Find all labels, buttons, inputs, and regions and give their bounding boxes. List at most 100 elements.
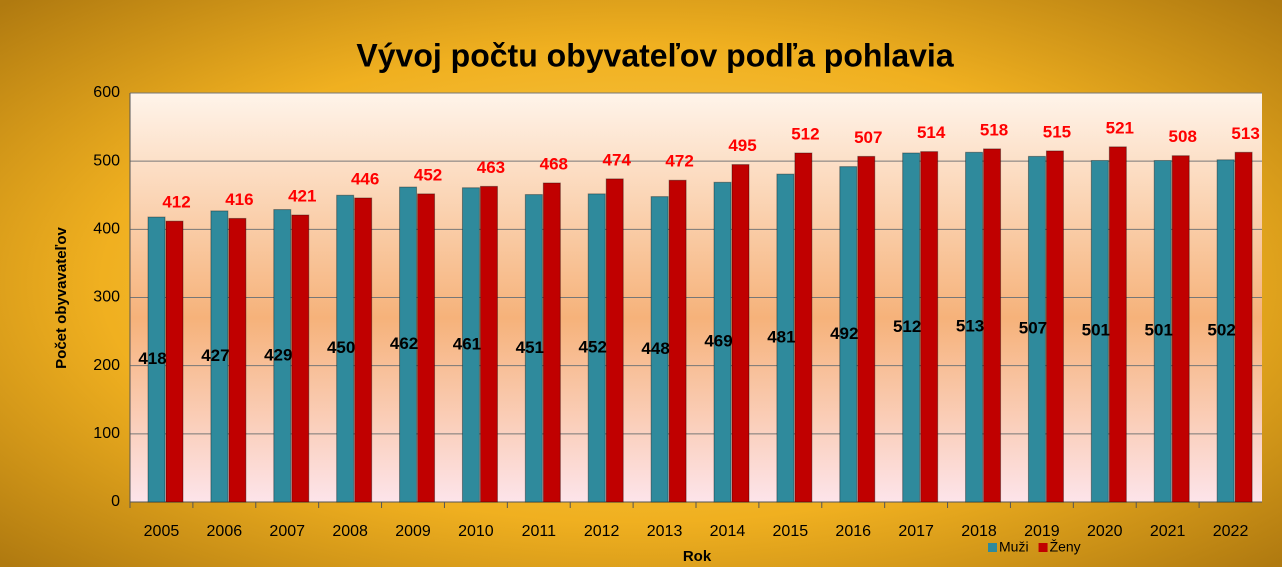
data-label: 501: [1145, 321, 1173, 340]
data-label: 461: [453, 334, 481, 353]
data-label: 418: [138, 349, 166, 368]
data-label: 472: [665, 152, 693, 171]
data-label: 468: [540, 154, 568, 173]
bar: [147, 216, 166, 503]
bar: [794, 152, 813, 503]
x-tick-label: 2012: [584, 523, 620, 540]
x-tick-label: 2014: [710, 523, 746, 540]
bar: [839, 166, 858, 503]
bar: [165, 220, 184, 503]
bar: [461, 187, 480, 503]
data-label: 513: [1231, 124, 1259, 143]
data-label: 507: [854, 128, 882, 147]
data-label: 512: [791, 124, 819, 143]
data-label: 508: [1169, 127, 1197, 146]
bar: [776, 173, 795, 503]
y-tick-label: 600: [93, 84, 120, 101]
data-label: 427: [201, 346, 229, 365]
x-tick-label: 2020: [1087, 523, 1123, 540]
bar: [1153, 159, 1172, 503]
legend-label: Ženy: [1050, 539, 1081, 555]
bar: [291, 214, 310, 503]
chart-title: Vývoj počtu obyvateľov podľa pohlavia: [356, 37, 953, 73]
data-label: 502: [1207, 320, 1235, 339]
data-label: 474: [603, 150, 632, 169]
data-label: 446: [351, 169, 379, 188]
bar: [542, 182, 561, 503]
bar: [902, 152, 921, 503]
x-tick-label: 2017: [898, 523, 934, 540]
data-label: 450: [327, 338, 355, 357]
data-label: 452: [579, 337, 607, 356]
data-label: 521: [1106, 118, 1134, 137]
bar: [965, 151, 984, 503]
bar: [1216, 159, 1235, 503]
x-tick-label: 2022: [1213, 523, 1249, 540]
legend-swatch: [1038, 543, 1048, 552]
data-label: 515: [1043, 122, 1071, 141]
data-label: 451: [516, 338, 544, 357]
data-label: 448: [641, 339, 669, 358]
x-tick-label: 2011: [522, 523, 557, 540]
x-tick-label: 2013: [647, 523, 683, 540]
bar: [1234, 151, 1253, 503]
bar: [336, 194, 355, 503]
bar: [1108, 146, 1127, 503]
y-tick-label: 400: [93, 221, 120, 238]
bar: [417, 193, 436, 503]
legend-swatch: [988, 543, 997, 552]
data-label: 513: [956, 317, 984, 336]
x-tick-label: 2006: [207, 523, 243, 540]
x-tick-label: 2007: [269, 523, 305, 540]
bar: [713, 181, 732, 503]
data-label: 514: [917, 123, 946, 142]
bar: [479, 185, 498, 503]
data-label: 501: [1082, 321, 1110, 340]
bar: [668, 179, 687, 503]
data-label: 416: [225, 190, 253, 209]
y-tick-label: 0: [111, 493, 120, 510]
bar: [650, 196, 669, 503]
bar: [273, 209, 292, 503]
x-tick-label: 2016: [835, 523, 871, 540]
data-label: 452: [414, 165, 442, 184]
y-tick-label: 500: [93, 152, 120, 169]
x-tick-label: 2021: [1150, 523, 1186, 540]
bar: [399, 186, 418, 503]
data-label: 429: [264, 345, 292, 364]
bar: [920, 151, 939, 503]
data-label: 412: [162, 193, 190, 212]
data-label: 518: [980, 120, 1008, 139]
x-tick-label: 2019: [1024, 523, 1060, 540]
y-tick-label: 300: [93, 289, 120, 306]
legend-label: Muži: [999, 539, 1029, 555]
x-tick-label: 2015: [773, 523, 809, 540]
x-tick-label: 2009: [395, 523, 431, 540]
data-label: 495: [728, 136, 756, 155]
bar: [1027, 155, 1046, 503]
x-tick-label: 2018: [961, 523, 997, 540]
bar: [1045, 150, 1064, 503]
bar: [228, 217, 247, 503]
bar: [857, 155, 876, 503]
data-label: 469: [704, 332, 732, 351]
bar: [587, 193, 606, 503]
y-tick-label: 100: [93, 425, 120, 442]
x-tick-label: 2008: [332, 523, 368, 540]
y-axis-label: Počet obyvavateľov: [53, 227, 70, 369]
bar: [524, 194, 543, 503]
data-label: 507: [1019, 319, 1047, 338]
bar: [605, 178, 624, 503]
x-axis-label: Rok: [683, 548, 712, 565]
bar: [1090, 159, 1109, 503]
bar: [731, 164, 750, 503]
x-tick-label: 2005: [144, 523, 180, 540]
data-label: 512: [893, 317, 921, 336]
bar: [354, 197, 373, 503]
data-label: 492: [830, 324, 858, 343]
bar: [210, 210, 229, 503]
data-label: 463: [477, 158, 505, 177]
bar: [983, 148, 1002, 503]
data-label: 421: [288, 187, 316, 206]
